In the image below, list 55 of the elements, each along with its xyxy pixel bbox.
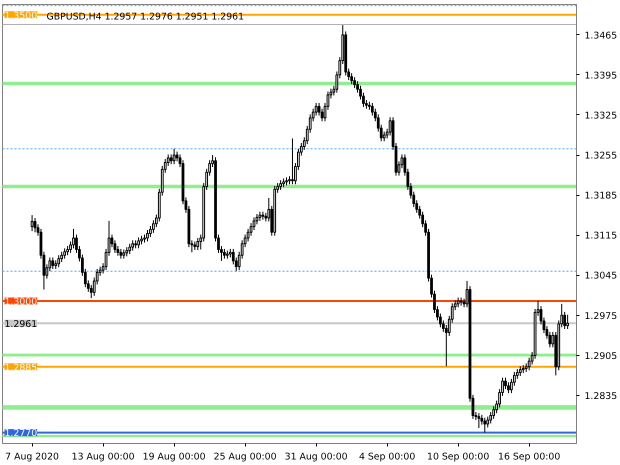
candlestick (353, 76, 356, 89)
candlestick (258, 211, 262, 222)
y-tick-label: 1.3255 (584, 150, 618, 162)
candlestick (456, 297, 460, 308)
candlestick (128, 243, 132, 255)
x-tick-label: 10 Sep 00:00 (427, 452, 490, 462)
candlestick (66, 246, 69, 256)
ref-line-label: 1.3000 (4, 296, 38, 308)
candlestick (137, 236, 140, 249)
x-tick-label: 16 Sep 00:00 (498, 452, 560, 462)
x-tick-label: 31 Aug 00:00 (284, 452, 348, 462)
candlestick (172, 148, 176, 165)
candlestick (131, 240, 134, 252)
y-tick-label: 1.3325 (584, 110, 618, 122)
candlestick (30, 214, 34, 232)
candlestick (196, 238, 200, 251)
y-tick-label: 1.2835 (584, 390, 618, 402)
candlestick (477, 412, 480, 429)
candlestick (279, 180, 282, 190)
candlestick (350, 72, 354, 85)
candlestick (57, 254, 60, 268)
y-tick-label: 1.3185 (584, 190, 618, 202)
candlestick (122, 248, 126, 260)
candlestick (119, 248, 122, 260)
x-tick-label: 7 Aug 2020 (5, 452, 60, 462)
y-tick-label: 1.3045 (584, 270, 618, 282)
y-tick-label: 1.3465 (584, 30, 618, 42)
ref-line-label: 1.3500 (4, 10, 38, 22)
candlestick (507, 382, 510, 394)
ref-line-label: 1.2885 (4, 362, 38, 374)
candlestick (291, 138, 294, 185)
x-tick-label: 13 Aug 00:00 (72, 452, 135, 462)
candlestick (34, 217, 36, 233)
candlestick (223, 248, 226, 260)
candlestick (566, 314, 570, 330)
candlestick (518, 366, 522, 376)
y-tick-label: 1.3115 (584, 230, 618, 242)
x-tick-label: 25 Aug 00:00 (214, 452, 277, 462)
x-tick-label: 4 Sep 00:00 (358, 452, 416, 462)
ref-line-label: 1.2961 (4, 318, 38, 330)
candlestick (504, 377, 507, 390)
candlestick (60, 251, 64, 263)
candlestick (63, 248, 66, 260)
candlestick (170, 154, 173, 165)
y-tick-label: 1.2975 (584, 310, 618, 322)
candlestick (146, 230, 149, 242)
x-tick-label: 19 Aug 00:00 (142, 452, 206, 462)
candlestick (382, 131, 386, 142)
candlestick (125, 246, 128, 257)
candlestick (483, 417, 486, 434)
candlestick (72, 228, 75, 249)
ref-line-label: 1.2770 (4, 428, 38, 440)
candlestick (51, 256, 54, 270)
y-tick-label: 1.2905 (584, 350, 618, 362)
y-tick-label: 1.3395 (584, 70, 618, 82)
